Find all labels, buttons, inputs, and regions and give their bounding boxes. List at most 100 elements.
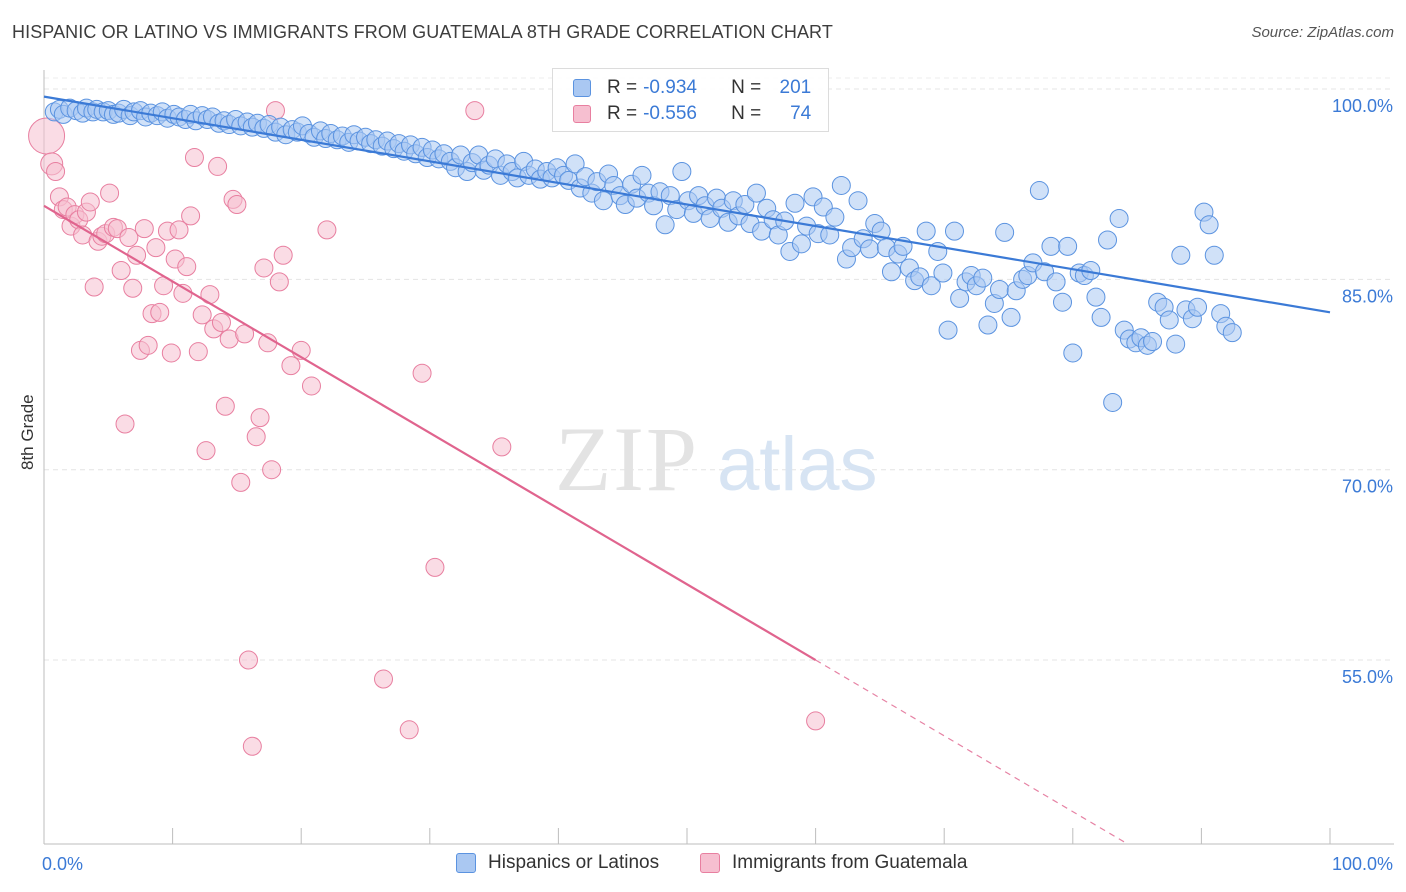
guatemala-point: [262, 460, 282, 480]
legend-n-value-hispanics: 201: [779, 77, 812, 98]
guatemala-point: [169, 220, 189, 240]
legend-r-label: R =: [607, 103, 638, 124]
hispanic-point: [593, 191, 613, 211]
guatemala-trend-line: [43, 204, 817, 661]
hispanic-point: [1053, 292, 1073, 312]
source-label: Source: ZipAtlas.com: [1251, 24, 1394, 41]
guatemala-point: [84, 277, 104, 297]
guatemala-point: [134, 219, 154, 239]
hispanic-point: [1188, 297, 1208, 317]
guatemala-point: [111, 260, 131, 280]
guatemala-point: [301, 376, 321, 396]
guatemala-point: [161, 343, 181, 363]
legend-swatch-hispanics: [456, 853, 476, 873]
hispanic-point: [1103, 392, 1123, 412]
guatemala-trend-extension: [815, 659, 1128, 845]
guatemala-point: [250, 408, 270, 428]
hispanic-point: [632, 165, 652, 185]
hispanic-point: [1086, 287, 1106, 307]
legend-swatch-hispanics: [573, 79, 591, 97]
watermark-atlas: atlas: [717, 422, 878, 507]
hispanic-point: [791, 234, 811, 254]
hispanic-point: [944, 221, 964, 241]
guatemala-point: [412, 363, 432, 383]
guatemala-point: [246, 427, 266, 447]
legend-item-guatemala[interactable]: Immigrants from Guatemala: [700, 852, 967, 874]
hispanic-point: [973, 268, 993, 288]
guatemala-point: [211, 313, 231, 333]
guatemala-point: [123, 278, 143, 298]
hispanic-point: [1046, 272, 1066, 292]
guatemala-point: [215, 396, 235, 416]
axes: [43, 70, 1394, 845]
guatemala-point: [138, 335, 158, 355]
guatemala-point: [399, 720, 419, 740]
legend-label-hispanics: Hispanics or Latinos: [488, 852, 660, 873]
watermark-zip: ZIP: [555, 408, 699, 510]
y-axis-label: 8th Grade: [18, 394, 37, 470]
guatemala-point: [273, 245, 293, 265]
grid-lines: [44, 77, 1394, 661]
guatemala-point: [80, 192, 100, 212]
guatemala-point: [146, 238, 166, 258]
guatemala-point: [254, 258, 274, 278]
hispanic-point: [1058, 236, 1078, 256]
hispanic-point: [1222, 323, 1242, 343]
hispanic-point: [995, 222, 1015, 242]
hispanic-point: [921, 276, 941, 296]
guatemala-point: [28, 117, 66, 155]
legend-n-label: N =: [731, 77, 762, 98]
hispanic-point: [672, 162, 692, 182]
hispanic-point: [1098, 230, 1118, 250]
hispanic-point: [1001, 307, 1021, 327]
hispanic-point: [785, 193, 805, 213]
hispanic-point: [978, 315, 998, 335]
guatemala-point: [188, 342, 208, 362]
hispanic-point: [860, 239, 880, 259]
hispanic-point: [916, 221, 936, 241]
x-tick-label-min: 0.0%: [42, 854, 83, 874]
watermark: ZIP atlas: [555, 408, 878, 510]
hispanic-point: [1063, 343, 1083, 363]
x-tick-label-max: 100.0%: [1332, 854, 1393, 874]
legend-r-value-guatemala: -0.556: [643, 103, 697, 124]
hispanic-point: [1199, 215, 1219, 235]
hispanic-point: [950, 288, 970, 308]
series-legend: Hispanics or Latinos Immigrants from Gua…: [0, 852, 1406, 878]
guatemala-point: [46, 162, 66, 182]
guatemala-point: [192, 305, 212, 325]
legend-swatch-guatemala: [573, 105, 591, 123]
guatemala-point: [196, 441, 216, 461]
hispanic-point: [1204, 245, 1224, 265]
y-tick-label: 55.0%: [1342, 667, 1393, 687]
hispanics-trend-line: [43, 95, 1331, 314]
series-immigrants-guatemala-points: [28, 101, 826, 756]
guatemala-point: [281, 356, 301, 376]
correlation-legend: R = -0.934 N = 201 R = -0.556 N = 74: [552, 68, 829, 132]
tick-labels: 55.0% 70.0% 85.0% 100.0% 0.0% 100.0%: [42, 96, 1393, 874]
guatemala-point: [242, 736, 262, 756]
guatemala-point: [238, 650, 258, 670]
guatemala-point: [231, 472, 251, 492]
trend-lines: [43, 95, 1331, 845]
guatemala-point: [425, 557, 445, 577]
hispanic-point: [746, 183, 766, 203]
guatemala-point: [806, 711, 826, 731]
hispanic-point: [1091, 307, 1111, 327]
hispanic-point: [933, 263, 953, 283]
legend-row-hispanics: R = -0.934 N = 201: [573, 76, 811, 100]
hispanic-point: [1041, 236, 1061, 256]
guatemala-point: [269, 272, 289, 292]
hispanic-point: [848, 191, 868, 211]
guatemala-point: [177, 257, 197, 277]
guatemala-point: [181, 206, 201, 226]
hispanic-point: [831, 175, 851, 195]
guatemala-point: [150, 302, 170, 322]
hispanic-point: [820, 225, 840, 245]
guatemala-point: [208, 156, 228, 176]
hispanic-point: [1159, 310, 1179, 330]
guatemala-point: [317, 220, 337, 240]
hispanic-point: [989, 280, 1009, 300]
legend-r-label: R =: [607, 77, 638, 98]
legend-item-hispanics[interactable]: Hispanics or Latinos: [456, 852, 659, 874]
